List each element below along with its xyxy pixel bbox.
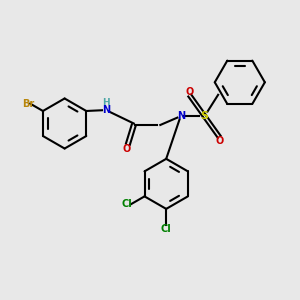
Text: O: O (185, 87, 193, 97)
Text: Cl: Cl (161, 224, 172, 235)
Text: N: N (177, 111, 185, 121)
Text: N: N (102, 105, 110, 115)
Text: Cl: Cl (122, 200, 132, 209)
Text: Br: Br (22, 99, 34, 109)
Text: S: S (200, 111, 208, 121)
Text: H: H (102, 98, 110, 107)
Text: O: O (122, 143, 130, 154)
Text: O: O (216, 136, 224, 146)
